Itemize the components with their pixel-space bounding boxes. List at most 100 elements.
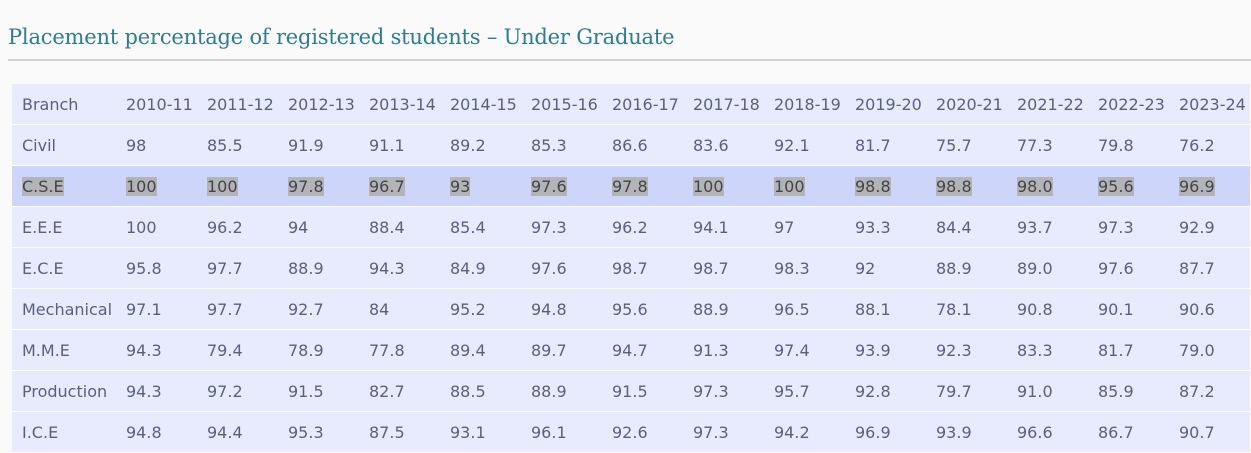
cell-text: 97.6 (531, 258, 567, 278)
row-label: Civil (12, 124, 116, 166)
cell-text: 95.2 (450, 299, 486, 319)
cell-text: 98 (126, 135, 147, 155)
row-label: M.M.E (12, 329, 116, 371)
cell: 2016-17 (602, 84, 683, 125)
cell-text: 91.0 (1017, 381, 1053, 401)
cell: 100 (764, 165, 845, 207)
cell-text: 98.0 (1017, 176, 1053, 196)
cell: 95.2 (440, 288, 521, 330)
cell: 94.7 (602, 329, 683, 371)
cell-text: 97.4 (774, 340, 810, 360)
table-row: Mechanical 97.1 97.7 92.7 84 95.2 94.8 95.6 88.9… (12, 288, 1250, 330)
cell-text: 76.2 (1179, 135, 1215, 155)
cell-text: 84.9 (450, 258, 486, 278)
cell: 2011-12 (197, 84, 278, 125)
cell: 98.3 (764, 247, 845, 289)
cell-text: 91.5 (612, 381, 648, 401)
cell-text: Production (22, 381, 108, 401)
cell-text: 93.1 (450, 422, 486, 442)
cell: 94 (278, 206, 359, 248)
cell: 77.8 (359, 329, 440, 371)
cell: 87.7 (1169, 247, 1250, 289)
row-label: Branch (12, 84, 116, 125)
placement-table: Branch 2010-11 2011-12 2012-13 2013-14 2014-1… (12, 84, 1250, 453)
cell: 95.3 (278, 411, 359, 453)
cell: 2015-16 (521, 84, 602, 125)
cell: 94.2 (764, 411, 845, 453)
cell-text: 93.9 (936, 422, 972, 442)
cell-text: 92.9 (1179, 217, 1215, 237)
cell: 96.7 (359, 165, 440, 207)
cell: 94.3 (359, 247, 440, 289)
cell-text: 97.7 (207, 299, 243, 319)
cell-text: 2019-20 (855, 94, 922, 114)
cell: 2019-20 (845, 84, 926, 125)
cell-text: 81.7 (855, 135, 891, 155)
cell: 88.9 (278, 247, 359, 289)
cell: 97.3 (1088, 206, 1169, 248)
cell: 96.9 (845, 411, 926, 453)
page: Placement percentage of registered stude… (8, 25, 1251, 453)
cell: 93.3 (845, 206, 926, 248)
cell: 84.4 (926, 206, 1007, 248)
cell-text: 95.3 (288, 422, 324, 442)
cell: 94.8 (116, 411, 197, 453)
cell-text: 92.6 (612, 422, 648, 442)
cell-text: 97.1 (126, 299, 162, 319)
cell-text: 97.7 (207, 258, 243, 278)
cell: 97 (764, 206, 845, 248)
title-rule (8, 59, 1251, 61)
cell-text: 89.2 (450, 135, 486, 155)
cell: 88.9 (683, 288, 764, 330)
cell: 75.7 (926, 124, 1007, 166)
cell-text: 100 (693, 176, 724, 196)
cell-text: 96.9 (855, 422, 891, 442)
table-row: M.M.E 94.3 79.4 78.9 77.8 89.4 89.7 94.7 91.3 97.… (12, 329, 1250, 371)
cell-text: Mechanical (22, 299, 113, 319)
cell: 97.3 (683, 370, 764, 412)
cell: 88.1 (845, 288, 926, 330)
cell-text: 79.7 (936, 381, 972, 401)
cell: 90.8 (1007, 288, 1088, 330)
cell-text: 91.1 (369, 135, 405, 155)
cell: 2018-19 (764, 84, 845, 125)
cell: 89.2 (440, 124, 521, 166)
cell: 94.8 (521, 288, 602, 330)
cell-text: 97.3 (1098, 217, 1134, 237)
row-label: Production (12, 370, 116, 412)
cell-text: 2015-16 (531, 94, 598, 114)
cell: 79.7 (926, 370, 1007, 412)
cell-text: E.E.E (22, 217, 63, 237)
cell: 92.9 (1169, 206, 1250, 248)
cell-text: 89.4 (450, 340, 486, 360)
cell: 100 (683, 165, 764, 207)
cell: 79.8 (1088, 124, 1169, 166)
cell: 98.0 (1007, 165, 1088, 207)
cell: 91.3 (683, 329, 764, 371)
cell-text: 88.5 (450, 381, 486, 401)
cell: 97.3 (683, 411, 764, 453)
cell-text: 85.9 (1098, 381, 1134, 401)
cell: 86.7 (1088, 411, 1169, 453)
cell: 84.9 (440, 247, 521, 289)
cell-text: 97 (774, 217, 795, 237)
cell-text: 97.2 (207, 381, 243, 401)
cell: 97.8 (278, 165, 359, 207)
cell-text: Branch (22, 94, 79, 114)
cell-text: 95.7 (774, 381, 810, 401)
cell-text: 97.6 (1098, 258, 1134, 278)
cell: 2012-13 (278, 84, 359, 125)
cell-text: 79.4 (207, 340, 243, 360)
cell: 93.1 (440, 411, 521, 453)
cell: 96.9 (1169, 165, 1250, 207)
cell: 97.4 (764, 329, 845, 371)
cell: 98.7 (602, 247, 683, 289)
cell: 92.6 (602, 411, 683, 453)
cell: 87.5 (359, 411, 440, 453)
cell: 91.5 (278, 370, 359, 412)
cell: 2017-18 (683, 84, 764, 125)
cell-text: 77.3 (1017, 135, 1053, 155)
cell: 85.5 (197, 124, 278, 166)
cell: 97.7 (197, 288, 278, 330)
cell: 2023-24 (1169, 84, 1250, 125)
